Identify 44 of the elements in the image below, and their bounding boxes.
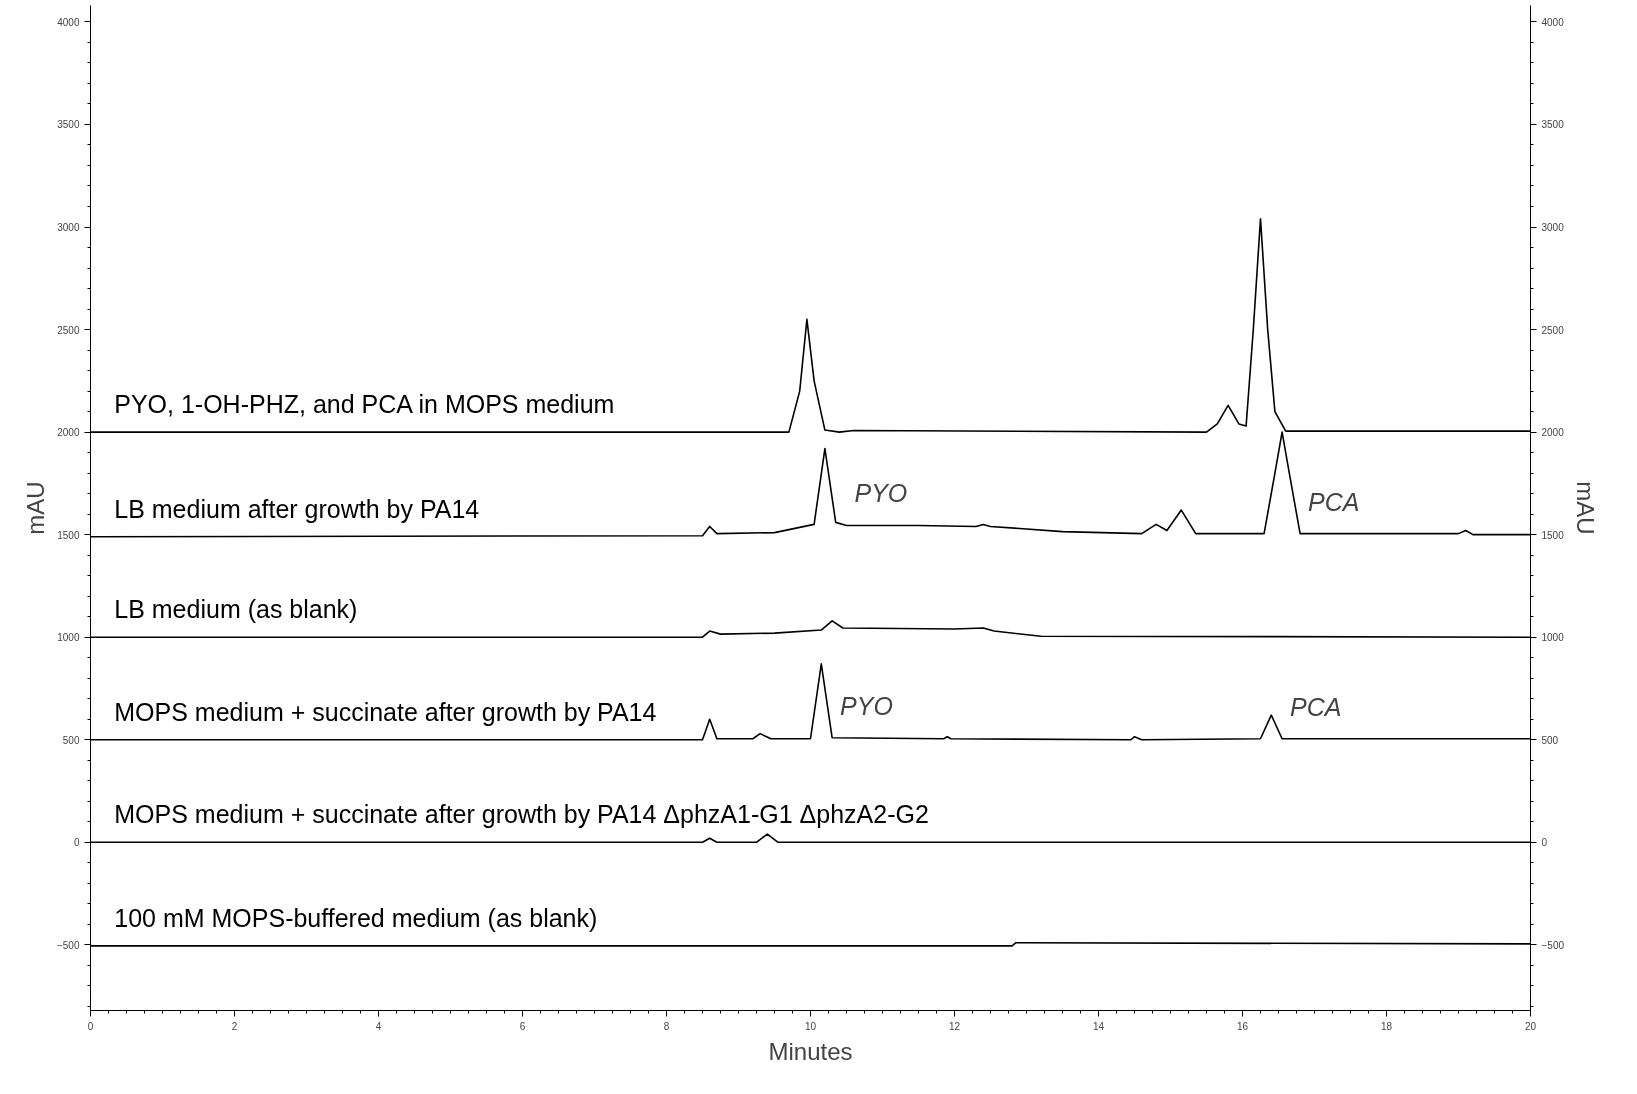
y2-tick-label: −500 [1541, 939, 1565, 951]
y-tick-label: 500 [62, 734, 80, 746]
series-label: LB medium after growth by PA14 [114, 494, 480, 523]
y2-tick-label: 500 [1541, 734, 1559, 746]
x-tick-label: 20 [1524, 1020, 1537, 1032]
y-tick-label: 1000 [57, 632, 80, 644]
series-label: MOPS medium + succinate after growth by PA14 ΔphzA1-G1 ΔphzA2-G2 [114, 800, 929, 829]
y2-tick-label: 2000 [1541, 427, 1565, 439]
y-tick-label: 3500 [57, 119, 80, 131]
x-tick-label: 16 [1236, 1020, 1249, 1032]
x-tick-label: 4 [375, 1020, 382, 1032]
x-tick-label: 10 [804, 1020, 817, 1032]
y-tick-label: 2000 [57, 427, 80, 439]
x-tick-label: 0 [87, 1020, 94, 1032]
y2-tick-label: 1500 [1541, 529, 1565, 541]
y2-tick-label: 3500 [1541, 119, 1565, 131]
y2-tick-label: 0 [1541, 837, 1548, 849]
series-label: 100 mM MOPS-buffered medium (as blank) [114, 903, 598, 932]
y-tick-label: 0 [73, 837, 80, 849]
series-label: PYO, 1-OH-PHZ, and PCA in MOPS medium [114, 390, 615, 419]
annotation: PYO [840, 691, 893, 720]
y2-tick-label: 3000 [1541, 222, 1565, 234]
x-tick-label: 12 [948, 1020, 961, 1032]
y-axis-title: mAU [21, 481, 49, 535]
x-tick-label: 2 [231, 1020, 238, 1032]
x-tick-label: 18 [1380, 1020, 1393, 1032]
y-tick-label: 3000 [57, 222, 80, 234]
y2-axis-title: mAU [1572, 481, 1600, 535]
series-label: MOPS medium + succinate after growth by PA14 [114, 697, 657, 726]
x-tick-label: 14 [1092, 1020, 1105, 1032]
series-label: LB medium (as blank) [114, 595, 358, 624]
y2-tick-label: 4000 [1541, 16, 1565, 28]
x-axis-title: Minutes [768, 1037, 853, 1065]
y-tick-label: −500 [56, 939, 80, 951]
annotation: PCA [1308, 487, 1360, 516]
annotation: PYO [854, 479, 908, 508]
y-tick-label: 2500 [57, 324, 80, 336]
y-tick-label: 4000 [57, 16, 80, 28]
y2-tick-label: 2500 [1541, 324, 1565, 336]
y2-tick-label: 1000 [1541, 632, 1565, 644]
x-tick-label: 8 [663, 1020, 670, 1032]
y-tick-label: 1500 [57, 529, 80, 541]
annotation: PCA [1290, 692, 1342, 721]
x-tick-label: 6 [519, 1020, 526, 1032]
